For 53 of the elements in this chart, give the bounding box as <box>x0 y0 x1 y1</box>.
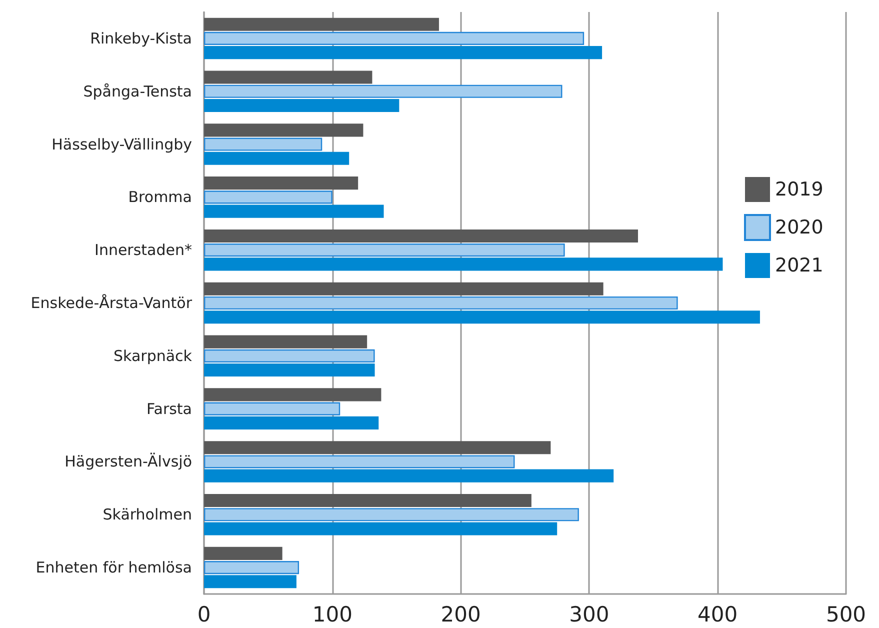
legend-label: 2021 <box>775 254 824 276</box>
x-tick-label: 300 <box>569 602 610 626</box>
y-tick-label: Rinkeby-Kista <box>90 29 192 48</box>
bar <box>204 84 562 98</box>
bar <box>204 441 551 454</box>
bar <box>204 229 638 243</box>
bar <box>204 46 602 60</box>
y-tick-label: Spånga-Tensta <box>83 82 192 100</box>
bar <box>204 138 322 151</box>
bar <box>204 455 515 468</box>
bar <box>204 416 379 430</box>
bar <box>204 190 332 204</box>
bar <box>204 310 760 324</box>
bar <box>204 32 584 45</box>
bar <box>204 522 558 536</box>
bar <box>204 204 384 218</box>
y-tick-label: Enskede-Årsta-Vantör <box>30 294 193 312</box>
bar <box>204 244 565 257</box>
y-tick-label: Innerstaden* <box>94 241 192 260</box>
legend-label: 2019 <box>775 178 824 200</box>
bar <box>204 494 532 508</box>
y-tick-label: Skärholmen <box>102 506 192 524</box>
bar <box>204 335 368 348</box>
bar <box>204 575 296 588</box>
y-tick-label: Skarpnäck <box>114 346 192 365</box>
y-tick-label: Farsta <box>146 400 192 418</box>
x-tick-label: 200 <box>440 602 481 626</box>
bar <box>204 363 375 377</box>
x-tick-label: 400 <box>698 602 738 626</box>
bar <box>204 508 579 522</box>
y-tick-label: Bromma <box>128 188 192 206</box>
y-tick-label: Enheten för hemlösa <box>36 558 192 577</box>
legend-label: 2020 <box>775 216 824 238</box>
x-tick-label: 500 <box>826 602 866 626</box>
bar <box>204 124 364 137</box>
x-tick-label: 0 <box>197 602 211 626</box>
bar <box>204 296 678 310</box>
bar <box>204 152 350 165</box>
bar <box>204 176 358 190</box>
bar <box>204 561 300 574</box>
bar <box>204 18 439 31</box>
bar <box>204 388 382 402</box>
bar <box>204 70 372 84</box>
y-tick-label: Hägersten-Älvsjö <box>64 452 192 471</box>
bar <box>204 98 400 112</box>
bar <box>204 546 282 560</box>
bar <box>204 402 340 416</box>
x-tick-label: 100 <box>312 602 352 626</box>
bar <box>204 469 614 482</box>
bar <box>204 282 604 296</box>
y-tick-label: Hässelby-Vällingby <box>52 135 192 154</box>
bar <box>204 349 375 362</box>
bar <box>204 258 723 271</box>
